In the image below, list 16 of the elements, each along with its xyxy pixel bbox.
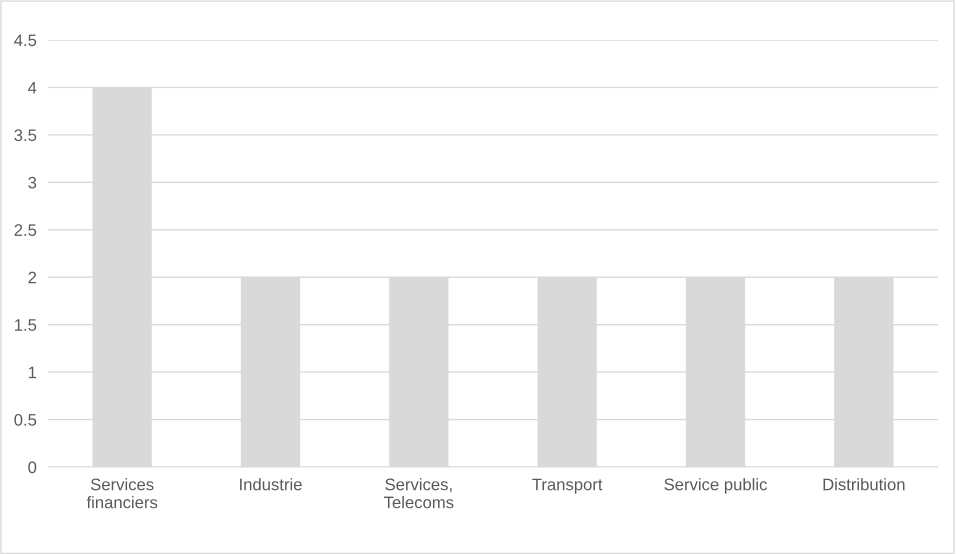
- y-tick-label: 0.5: [14, 414, 36, 426]
- y-tick-label: 3: [28, 176, 36, 189]
- y-tick-label: 1.5: [14, 319, 36, 331]
- y-tick-label: 4: [28, 82, 36, 94]
- x-tick-label: Industrie: [240, 478, 302, 490]
- x-tick-label: Service public: [664, 478, 767, 494]
- y-tick-label: 2: [28, 272, 36, 284]
- x-tick-label: Distribution: [824, 478, 904, 490]
- x-tick-label: Transport: [532, 478, 602, 494]
- y-tick-label: 1: [28, 366, 36, 378]
- y-tick-label: 4.5: [14, 34, 36, 46]
- x-tick-label: Services financiers: [86, 478, 158, 508]
- y-tick-label: 0: [28, 461, 36, 474]
- x-tick-label: Services, Telecoms: [384, 478, 454, 508]
- y-tick-label: 2.5: [14, 224, 36, 236]
- y-tick-label: 3.5: [14, 129, 36, 142]
